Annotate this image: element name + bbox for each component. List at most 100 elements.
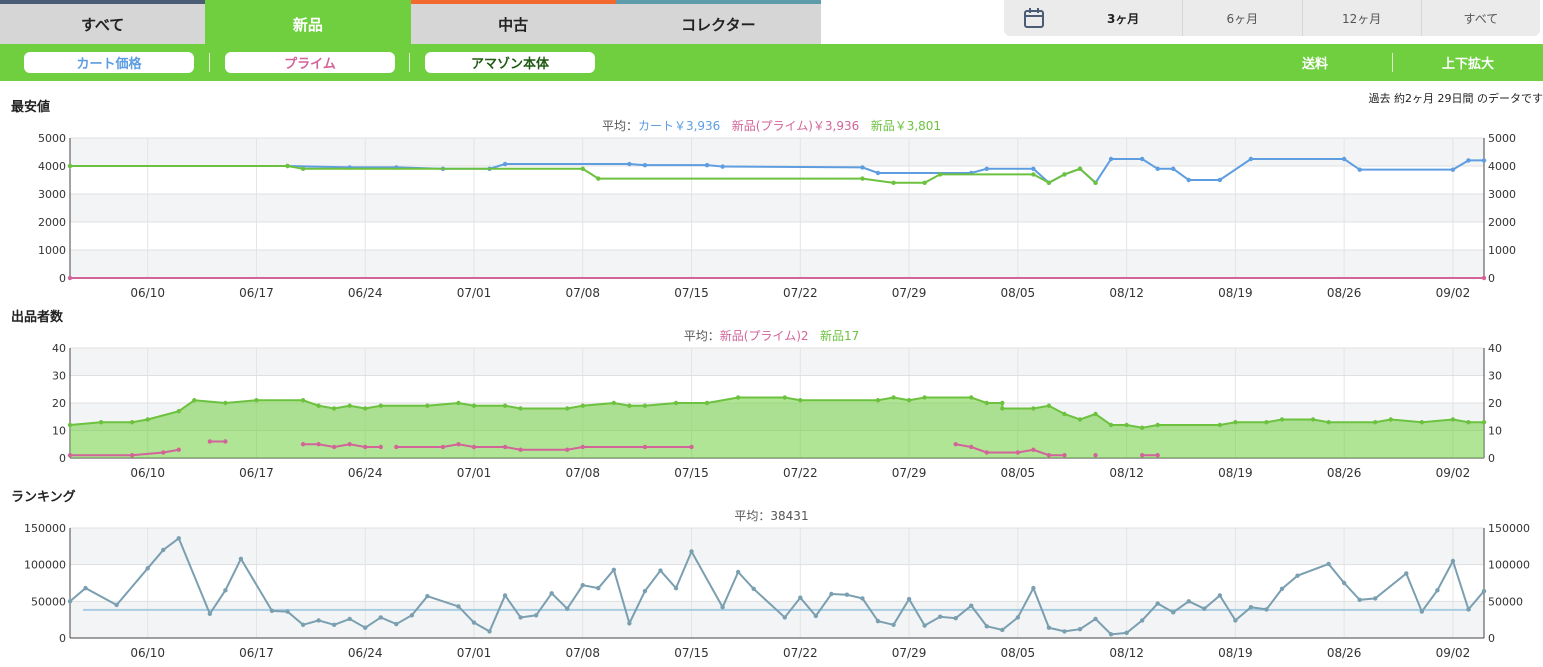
calendar-icon[interactable]: [1004, 0, 1064, 36]
data-point: [1388, 417, 1393, 422]
data-point: [642, 444, 648, 450]
tab-new[interactable]: 新品: [205, 0, 411, 44]
data-point: [176, 409, 181, 414]
range-12-months-button[interactable]: 12ヶ月: [1301, 0, 1421, 36]
y-tick-label: 20: [52, 397, 66, 410]
data-point: [969, 395, 974, 400]
tab-used[interactable]: 中古: [410, 0, 616, 44]
sellers-average-prime: 新品(プライム)2: [719, 329, 809, 343]
y-tick-label: 0: [1488, 632, 1495, 645]
data-point: [611, 400, 617, 406]
data-point: [673, 400, 679, 406]
data-point: [1077, 166, 1083, 171]
data-point: [331, 622, 337, 627]
data-point: [1031, 447, 1036, 452]
x-tick-label: 06/24: [348, 646, 383, 660]
data-point: [487, 629, 492, 634]
tab-all[interactable]: すべて: [0, 0, 206, 44]
data-point: [440, 444, 446, 450]
data-point: [363, 444, 368, 450]
data-point: [735, 569, 741, 575]
data-point: [1062, 172, 1067, 177]
data-point: [953, 442, 958, 447]
x-tick-label: 06/10: [130, 466, 165, 480]
data-point: [1248, 156, 1254, 162]
data-point: [1062, 453, 1067, 458]
x-tick-label: 06/24: [348, 466, 383, 480]
x-tick-label: 08/12: [1109, 286, 1144, 300]
cart-price-toggle[interactable]: カート価格: [24, 52, 194, 73]
zoom-toggle[interactable]: 上下拡大: [1393, 44, 1543, 81]
data-point: [1295, 573, 1300, 578]
data-point: [580, 444, 585, 450]
prime-toggle[interactable]: プライム: [225, 52, 395, 73]
data-point: [1217, 593, 1223, 598]
x-tick-label: 07/29: [892, 286, 927, 300]
grid-band: [70, 601, 1484, 638]
series-line: [69, 396, 1484, 429]
data-point: [1093, 180, 1098, 185]
amazon-toggle[interactable]: アマゾン本体: [425, 52, 595, 73]
data-point: [984, 624, 989, 629]
series-line: [70, 165, 1097, 184]
data-point: [1031, 406, 1036, 411]
data-point: [596, 585, 601, 591]
data-point: [1139, 425, 1145, 430]
y-tick-label: 30: [1488, 370, 1502, 383]
price-average: 平均：カート￥3,936 新品(プライム)￥3,936 新品￥3,801: [0, 117, 1543, 134]
data-point: [207, 611, 213, 616]
range-all-button[interactable]: すべて: [1420, 0, 1540, 36]
data-point: [176, 536, 181, 541]
data-point: [751, 586, 756, 592]
data-point: [1481, 275, 1487, 281]
data-point: [1108, 422, 1114, 428]
data-point: [1046, 625, 1052, 630]
ranking-average: 平均：38431: [734, 509, 809, 523]
data-point: [1357, 167, 1362, 172]
data-point: [937, 614, 943, 619]
data-point: [798, 595, 803, 600]
data-point: [378, 403, 383, 408]
filter-divider: [209, 53, 210, 72]
y-tick-label: 5000: [38, 132, 66, 145]
y-tick-label: 50000: [31, 595, 66, 608]
data-point: [1139, 453, 1145, 458]
data-point: [145, 417, 150, 422]
data-point: [1341, 156, 1347, 162]
data-point: [1155, 453, 1160, 458]
data-point: [1373, 596, 1378, 601]
data-point: [860, 176, 865, 181]
shipping-toggle[interactable]: 送料: [1238, 44, 1392, 81]
sellers-average: 平均：新品(プライム)2 新品17: [0, 327, 1543, 344]
data-point: [1186, 177, 1191, 183]
range-6-months-button[interactable]: 6ヶ月: [1182, 0, 1301, 36]
data-point: [1031, 166, 1036, 171]
amazon-label: アマゾン本体: [470, 57, 549, 72]
data-point: [533, 613, 539, 618]
data-point: [378, 615, 383, 620]
data-point: [580, 403, 585, 408]
data-point: [642, 588, 648, 594]
data-point: [363, 625, 368, 630]
y-tick-label: 0: [1488, 452, 1495, 465]
data-point: [642, 162, 648, 168]
data-point: [1062, 629, 1067, 634]
data-point: [1155, 422, 1160, 428]
x-tick-label: 08/19: [1218, 646, 1253, 660]
x-tick-label: 08/26: [1327, 286, 1362, 300]
x-tick-label: 09/02: [1436, 646, 1471, 660]
y-tick-label: 2000: [1488, 216, 1516, 229]
x-tick-label: 08/19: [1218, 286, 1253, 300]
data-point: [518, 615, 523, 620]
data-point: [1450, 167, 1456, 172]
tab-collector[interactable]: コレクター: [615, 0, 821, 44]
data-point: [518, 447, 523, 452]
data-point: [347, 442, 352, 447]
data-point: [875, 170, 881, 176]
data-point: [813, 613, 819, 619]
data-point: [300, 442, 306, 447]
data-point: [565, 606, 570, 611]
range-3-months-button[interactable]: 3ヶ月: [1064, 0, 1182, 36]
data-point: [627, 161, 632, 167]
data-point: [502, 403, 508, 408]
